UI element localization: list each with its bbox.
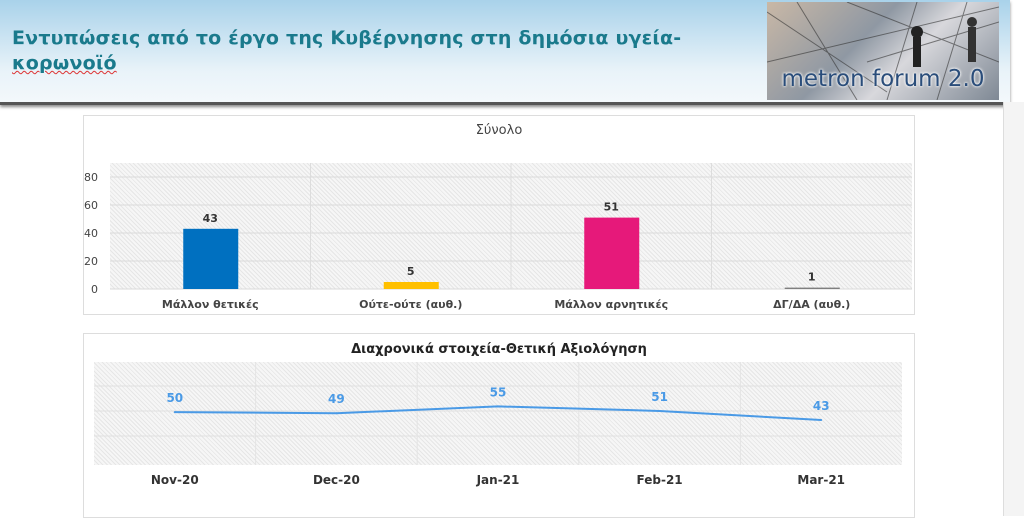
series-line [174, 405, 822, 422]
x-tick-label: Feb-21 [637, 473, 683, 487]
y-tick-label: 80 [84, 171, 98, 184]
line-chart-title: Διαχρονικά στοιχεία-Θετική Αξιολόγηση [351, 342, 647, 357]
bar [584, 217, 640, 289]
data-label: 43 [813, 399, 830, 413]
x-tick-label: Mar-21 [797, 473, 845, 487]
bar [183, 228, 239, 289]
data-label: 55 [490, 385, 507, 399]
data-label: 51 [604, 201, 619, 214]
bar [784, 287, 840, 289]
data-label: 5 [407, 265, 415, 278]
x-tick-label: Dec-20 [313, 473, 360, 487]
page-title: Εντυπώσεις από το έργο της Κυβέρνησης στ… [12, 26, 681, 76]
data-point [820, 419, 823, 422]
bar-chart-title: Σύνολο [475, 123, 523, 138]
x-tick-label: Μάλλον θετικές [162, 298, 259, 311]
x-tick-label: ΔΓ/ΔΑ (αυθ.) [773, 298, 850, 311]
y-tick-label: 20 [84, 255, 98, 268]
x-tick-label: Jan-21 [476, 473, 520, 487]
x-tick-label: Ούτε-ούτε (αυθ.) [359, 298, 462, 311]
data-label: 50 [166, 391, 183, 405]
title-line-2: κορωνοϊό [12, 52, 117, 74]
data-point [335, 412, 338, 415]
logo-background-icon [767, 2, 999, 100]
y-tick-label: 60 [84, 199, 98, 212]
line-plot-area [94, 362, 902, 465]
data-label: 43 [203, 212, 218, 225]
x-tick-label: Μάλλον αρνητικές [554, 298, 668, 311]
title-line-1: Εντυπώσεις από το έργο της Κυβέρνησης στ… [12, 27, 682, 49]
data-point [658, 409, 661, 412]
logo-text: metron forum 2.0 [781, 66, 985, 92]
data-label: 49 [328, 392, 345, 406]
data-label: 1 [808, 271, 816, 284]
bar [383, 282, 439, 289]
page-header: Εντυπώσεις από το έργο της Κυβέρνησης στ… [0, 0, 1010, 105]
metron-forum-logo: metron forum 2.0 [767, 2, 999, 100]
x-tick-label: Nov-20 [151, 473, 199, 487]
data-point [173, 411, 176, 414]
data-point [497, 405, 499, 408]
y-tick-label: 40 [84, 227, 98, 240]
y-tick-label: 0 [91, 283, 98, 296]
scrollbar[interactable] [1003, 102, 1024, 516]
data-label: 51 [651, 390, 668, 404]
